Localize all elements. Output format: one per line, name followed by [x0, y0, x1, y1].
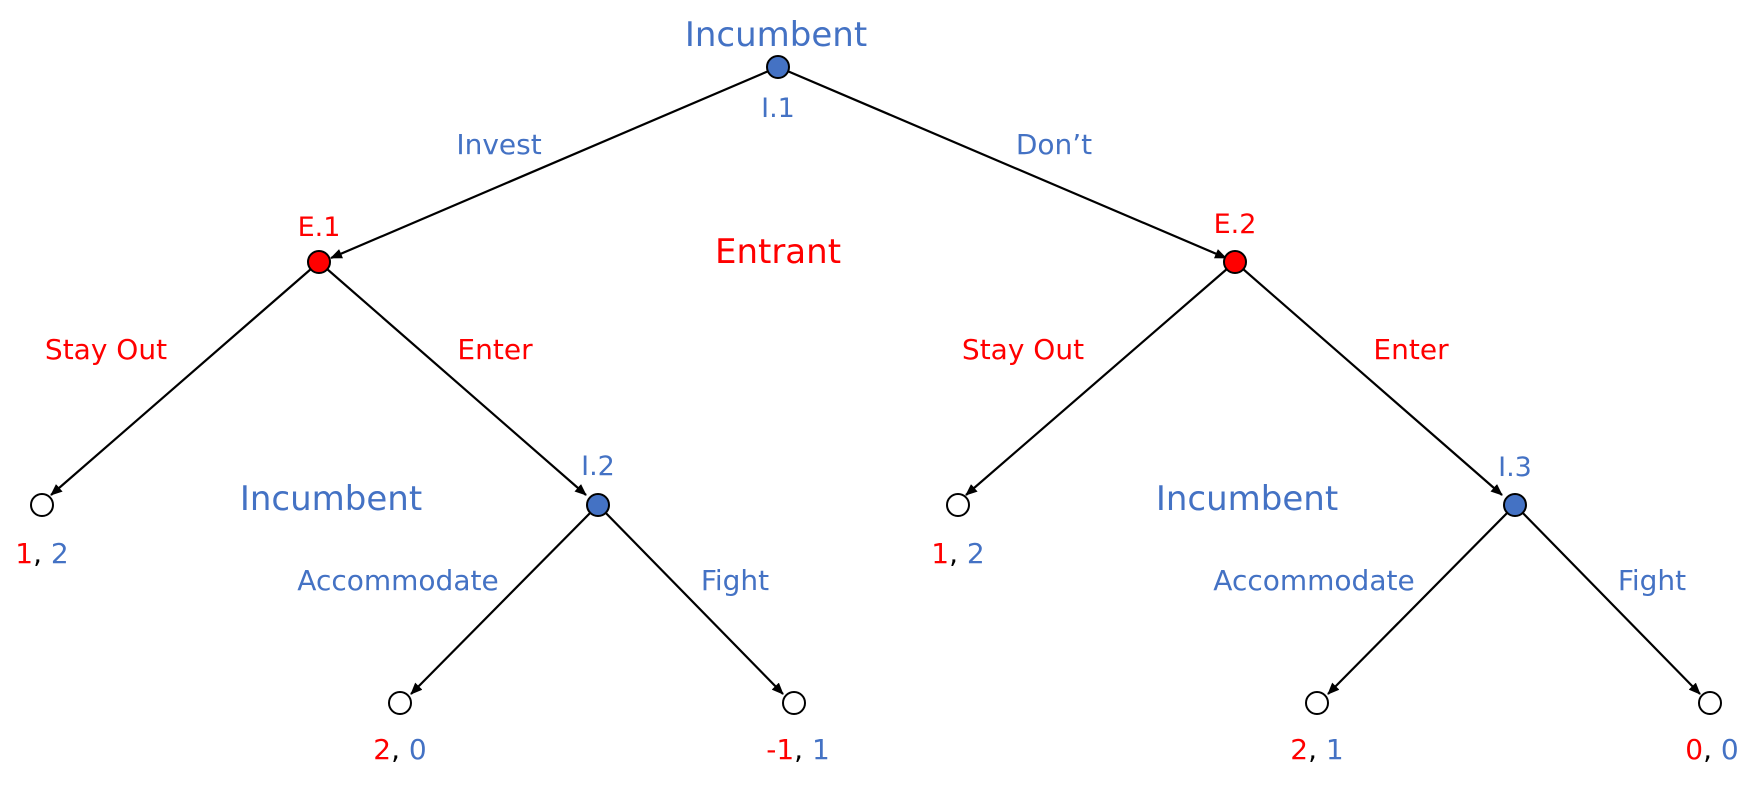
payoff-5-entrant: 2 [1290, 733, 1308, 766]
player-label-incumbent-left: Incumbent [240, 479, 422, 519]
terminal-node-3 [782, 691, 806, 715]
edge-invest [330, 65, 779, 260]
payoff-3: -1, 1 [766, 733, 830, 766]
payoff-2-separator: , [391, 733, 409, 766]
node-E1 [307, 250, 331, 274]
payoff-4-entrant: 1 [931, 537, 949, 570]
payoff-6-incumbent: 0 [1721, 733, 1739, 766]
action-label-dont: Don’t [1016, 128, 1092, 161]
payoff-6: 0, 0 [1685, 733, 1738, 766]
payoff-5: 2, 1 [1290, 733, 1343, 766]
edge-stay-out-2 [965, 261, 1236, 496]
action-label-stay-out-2: Stay Out [962, 333, 1084, 366]
edge-fight-2 [1514, 504, 1701, 695]
payoff-1-incumbent: 2 [51, 537, 69, 570]
action-label-fight-2: Fight [1618, 564, 1686, 597]
payoff-3-incumbent: 1 [812, 733, 830, 766]
edges [50, 65, 1701, 695]
node-I2 [586, 493, 610, 517]
terminal-node-1 [30, 493, 54, 517]
payoff-1-separator: , [33, 537, 51, 570]
edge-stay-out-1 [50, 261, 320, 496]
action-label-fight-1: Fight [701, 564, 769, 597]
node-id-I2: I.2 [581, 451, 615, 482]
payoff-4-separator: , [949, 537, 967, 570]
terminal-node-4 [946, 493, 970, 517]
payoff-3-separator: , [794, 733, 812, 766]
node-id-I1: I.1 [761, 93, 795, 124]
edge-fight-1 [597, 504, 784, 695]
payoff-4: 1, 2 [931, 537, 984, 570]
payoff-1: 1, 2 [15, 537, 68, 570]
payoff-4-incumbent: 2 [967, 537, 985, 570]
payoff-5-separator: , [1308, 733, 1326, 766]
payoff-2-incumbent: 0 [409, 733, 427, 766]
payoff-5-incumbent: 1 [1326, 733, 1344, 766]
payoff-2-entrant: 2 [373, 733, 391, 766]
terminal-node-2 [388, 691, 412, 715]
edge-enter-2 [1234, 261, 1503, 496]
node-E2 [1223, 250, 1247, 274]
edge-enter-1 [318, 261, 587, 496]
action-label-stay-out-1: Stay Out [45, 333, 167, 366]
payoff-3-entrant: -1 [766, 733, 794, 766]
terminal-node-5 [1305, 691, 1329, 715]
node-I3 [1503, 493, 1527, 517]
player-label-incumbent-right: Incumbent [1156, 479, 1338, 519]
edge-dont [777, 65, 1227, 260]
payoff-2: 2, 0 [373, 733, 426, 766]
action-label-enter-2: Enter [1373, 333, 1449, 366]
action-label-enter-1: Enter [457, 333, 533, 366]
terminal-node-6 [1698, 691, 1722, 715]
payoff-1-entrant: 1 [15, 537, 33, 570]
node-id-E1: E.1 [298, 212, 341, 243]
node-id-I3: I.3 [1498, 452, 1532, 483]
payoff-6-separator: , [1703, 733, 1721, 766]
action-label-accommodate-1: Accommodate [297, 564, 498, 597]
action-label-invest: Invest [456, 128, 541, 161]
payoff-6-entrant: 0 [1685, 733, 1703, 766]
action-label-accommodate-2: Accommodate [1213, 564, 1414, 597]
edge-accommodate-1 [410, 504, 599, 695]
edge-accommodate-2 [1327, 504, 1516, 695]
node-id-E2: E.2 [1214, 209, 1257, 240]
player-label-entrant: Entrant [715, 232, 841, 272]
player-label-incumbent-top: Incumbent [685, 15, 867, 55]
node-I1 [766, 55, 790, 79]
